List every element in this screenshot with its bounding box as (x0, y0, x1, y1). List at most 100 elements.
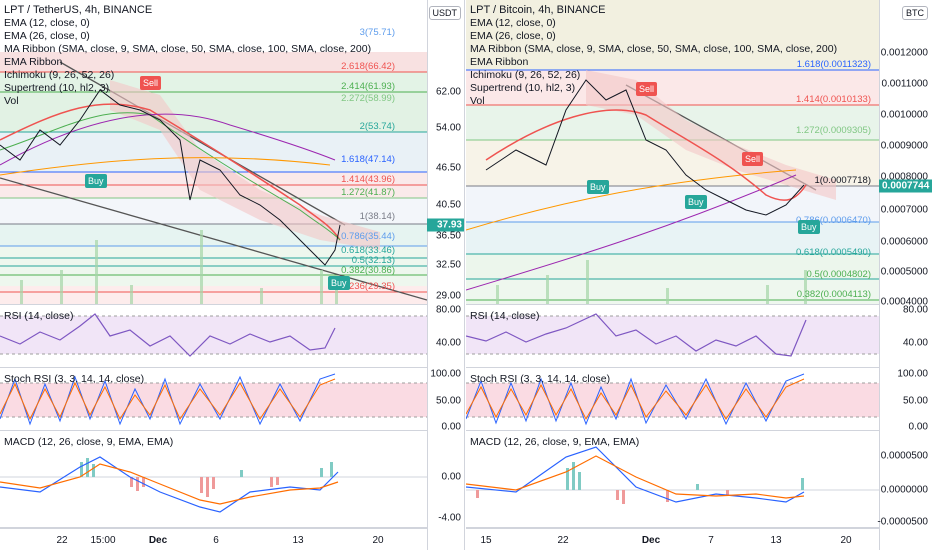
time-axis[interactable]: 22 15:00 Dec 6 13 20 (0, 528, 427, 550)
rsi-label[interactable]: RSI (14, close) (470, 310, 540, 322)
stoch-pane[interactable]: Stoch RSI (3, 3, 14, 14, close) (0, 369, 427, 431)
fib-label: 2.414(61.93) (341, 81, 395, 92)
currency-unit-badge[interactable]: USDT (428, 6, 461, 20)
macd-label[interactable]: MACD (12, 26, close, 9, EMA, EMA) (470, 436, 640, 448)
fib-label: 1.618(47.14) (341, 154, 395, 165)
y-tick: 0.0012000 (880, 47, 928, 59)
indicator-ma-ribbon[interactable]: MA Ribbon (SMA, close, 9, SMA, close, 50… (470, 43, 838, 55)
y-tick: 36.50 (435, 230, 461, 242)
macd-label[interactable]: MACD (12, 26, close, 9, EMA, EMA) (4, 436, 174, 448)
fib-label: 2(53.74) (359, 121, 395, 132)
x-tick: 6 (213, 535, 219, 546)
left-legend: LPT / TetherUS, 4h, BINANCE EMA (12, clo… (4, 4, 371, 108)
stoch-tick: 0.00 (908, 421, 928, 433)
symbol-title[interactable]: LPT / TetherUS, 4h, BINANCE (4, 4, 153, 16)
chart-lpt-usdt[interactable]: LPT / TetherUS, 4h, BINANCE EMA (12, clo… (0, 0, 465, 550)
y-tick: 0.0007000 (880, 204, 928, 216)
indicator-ema26[interactable]: EMA (26, close, 0) (470, 30, 556, 42)
price-plot (466, 0, 879, 304)
chart-lpt-btc[interactable]: LPT / Bitcoin, 4h, BINANCE EMA (12, clos… (466, 0, 932, 550)
indicator-ichimoku[interactable]: Ichimoku (9, 26, 52, 26) (4, 69, 115, 81)
stoch-tick: 50.00 (435, 395, 461, 407)
indicator-supertrend[interactable]: Supertrend (10, hl2, 3) (4, 82, 110, 94)
x-tick: 22 (56, 535, 68, 546)
fib-label: 0.618(33.46) (341, 245, 395, 256)
y-tick: 0.0005000 (880, 266, 928, 278)
y-tick: 0.0006000 (880, 236, 928, 248)
sell-signal: Sell (742, 152, 764, 166)
fib-label: 0.5(32.13) (351, 255, 395, 266)
indicator-ema26[interactable]: EMA (26, close, 0) (4, 30, 90, 42)
stoch-tick: 50.00 (902, 395, 928, 407)
price-axis[interactable]: USDT 62.00 54.00 46.50 40.50 36.50 32.50… (427, 0, 464, 550)
fib-label: 0.618(0.0005490) (795, 247, 871, 258)
last-price-tag: 37.93 (427, 218, 464, 232)
stoch-label[interactable]: Stoch RSI (3, 3, 14, 14, close) (4, 373, 145, 385)
price-plot (0, 52, 427, 304)
y-tick: 40.50 (435, 199, 461, 211)
x-tick: Dec (148, 535, 168, 546)
sell-signal: Sell (636, 82, 658, 96)
y-tick: 62.00 (435, 86, 461, 98)
y-tick: 0.0009000 (880, 140, 928, 152)
fib-label: 0.236(29.35) (341, 281, 395, 292)
main-price-pane[interactable]: LPT / Bitcoin, 4h, BINANCE EMA (12, clos… (466, 0, 879, 305)
x-tick: 20 (372, 535, 384, 546)
rsi-pane[interactable]: RSI (14, close) (466, 306, 879, 368)
y-tick: 54.00 (435, 122, 461, 134)
fib-label: 2.618(66.42) (341, 61, 395, 72)
indicator-ichimoku[interactable]: Ichimoku (9, 26, 52, 26) (470, 69, 581, 81)
buy-signal: Buy (798, 220, 820, 234)
y-tick: 0.0004000 (880, 296, 928, 308)
stoch-pane[interactable]: Stoch RSI (3, 3, 14, 14, close) (466, 369, 879, 431)
rsi-plot (0, 313, 427, 357)
fib-label: 0.786(0.0006470) (795, 215, 871, 226)
x-tick: Dec (641, 535, 661, 546)
fib-label: 3(75.71) (359, 27, 395, 38)
main-price-pane[interactable]: LPT / TetherUS, 4h, BINANCE EMA (12, clo… (0, 0, 427, 305)
macd-pane[interactable]: MACD (12, 26, close, 9, EMA, EMA) (466, 432, 879, 528)
currency-unit-badge[interactable]: BTC (902, 6, 928, 20)
symbol-title[interactable]: LPT / Bitcoin, 4h, BINANCE (470, 4, 606, 16)
y-tick: 0.0010000 (880, 109, 928, 121)
right-legend: LPT / Bitcoin, 4h, BINANCE EMA (12, clos… (470, 4, 837, 108)
time-axis[interactable]: 15 22 Dec 7 13 20 (466, 528, 879, 550)
indicator-volume[interactable]: Vol (4, 95, 19, 107)
indicator-ema12[interactable]: EMA (12, close, 0) (470, 17, 556, 29)
x-tick: 7 (708, 535, 714, 546)
x-tick: 22 (557, 535, 569, 546)
indicator-volume[interactable]: Vol (470, 95, 485, 107)
fib-label: 0.786(35.44) (341, 231, 395, 242)
macd-tick: 0.0000500 (880, 450, 928, 462)
fib-label: 1.414(0.0010133) (795, 94, 871, 105)
macd-tick: -0.0000500 (877, 516, 928, 528)
last-price-tag: 0.0007744 (879, 179, 932, 193)
x-tick: 13 (770, 535, 782, 546)
stoch-label[interactable]: Stoch RSI (3, 3, 14, 14, close) (470, 373, 611, 385)
fib-label: 1(0.0007718) (814, 175, 871, 186)
stoch-tick: 100.00 (430, 368, 461, 380)
macd-tick: 0.00 (441, 471, 461, 483)
rsi-tick: 80.00 (902, 304, 928, 316)
x-tick: 13 (292, 535, 304, 546)
indicator-ema12[interactable]: EMA (12, close, 0) (4, 17, 90, 29)
buy-signal: Buy (587, 180, 609, 194)
x-tick: 20 (840, 535, 852, 546)
fib-label: 0.382(0.0004113) (796, 289, 871, 300)
macd-pane[interactable]: MACD (12, 26, close, 9, EMA, EMA) (0, 432, 427, 528)
y-tick: 0.0011000 (881, 78, 928, 90)
indicator-ema-ribbon[interactable]: EMA Ribbon (4, 56, 63, 68)
fib-label: 1.618(0.0011323) (796, 59, 871, 70)
indicator-ema-ribbon[interactable]: EMA Ribbon (470, 56, 529, 68)
fib-label: 1(38.14) (359, 211, 395, 222)
fib-label: 0.5(0.0004802) (806, 269, 871, 280)
indicator-supertrend[interactable]: Supertrend (10, hl2, 3) (470, 82, 576, 94)
stoch-tick: 0.00 (441, 421, 461, 433)
buy-signal: Buy (328, 276, 350, 290)
price-axis[interactable]: BTC 0.0012000 0.0011000 0.0010000 0.0009… (877, 0, 932, 550)
rsi-pane[interactable]: RSI (14, close) (0, 306, 427, 368)
buy-signal: Buy (85, 174, 107, 188)
rsi-label[interactable]: RSI (14, close) (4, 310, 74, 322)
rsi-tick: 80.00 (435, 304, 461, 316)
indicator-ma-ribbon[interactable]: MA Ribbon (SMA, close, 9, SMA, close, 50… (4, 43, 372, 55)
